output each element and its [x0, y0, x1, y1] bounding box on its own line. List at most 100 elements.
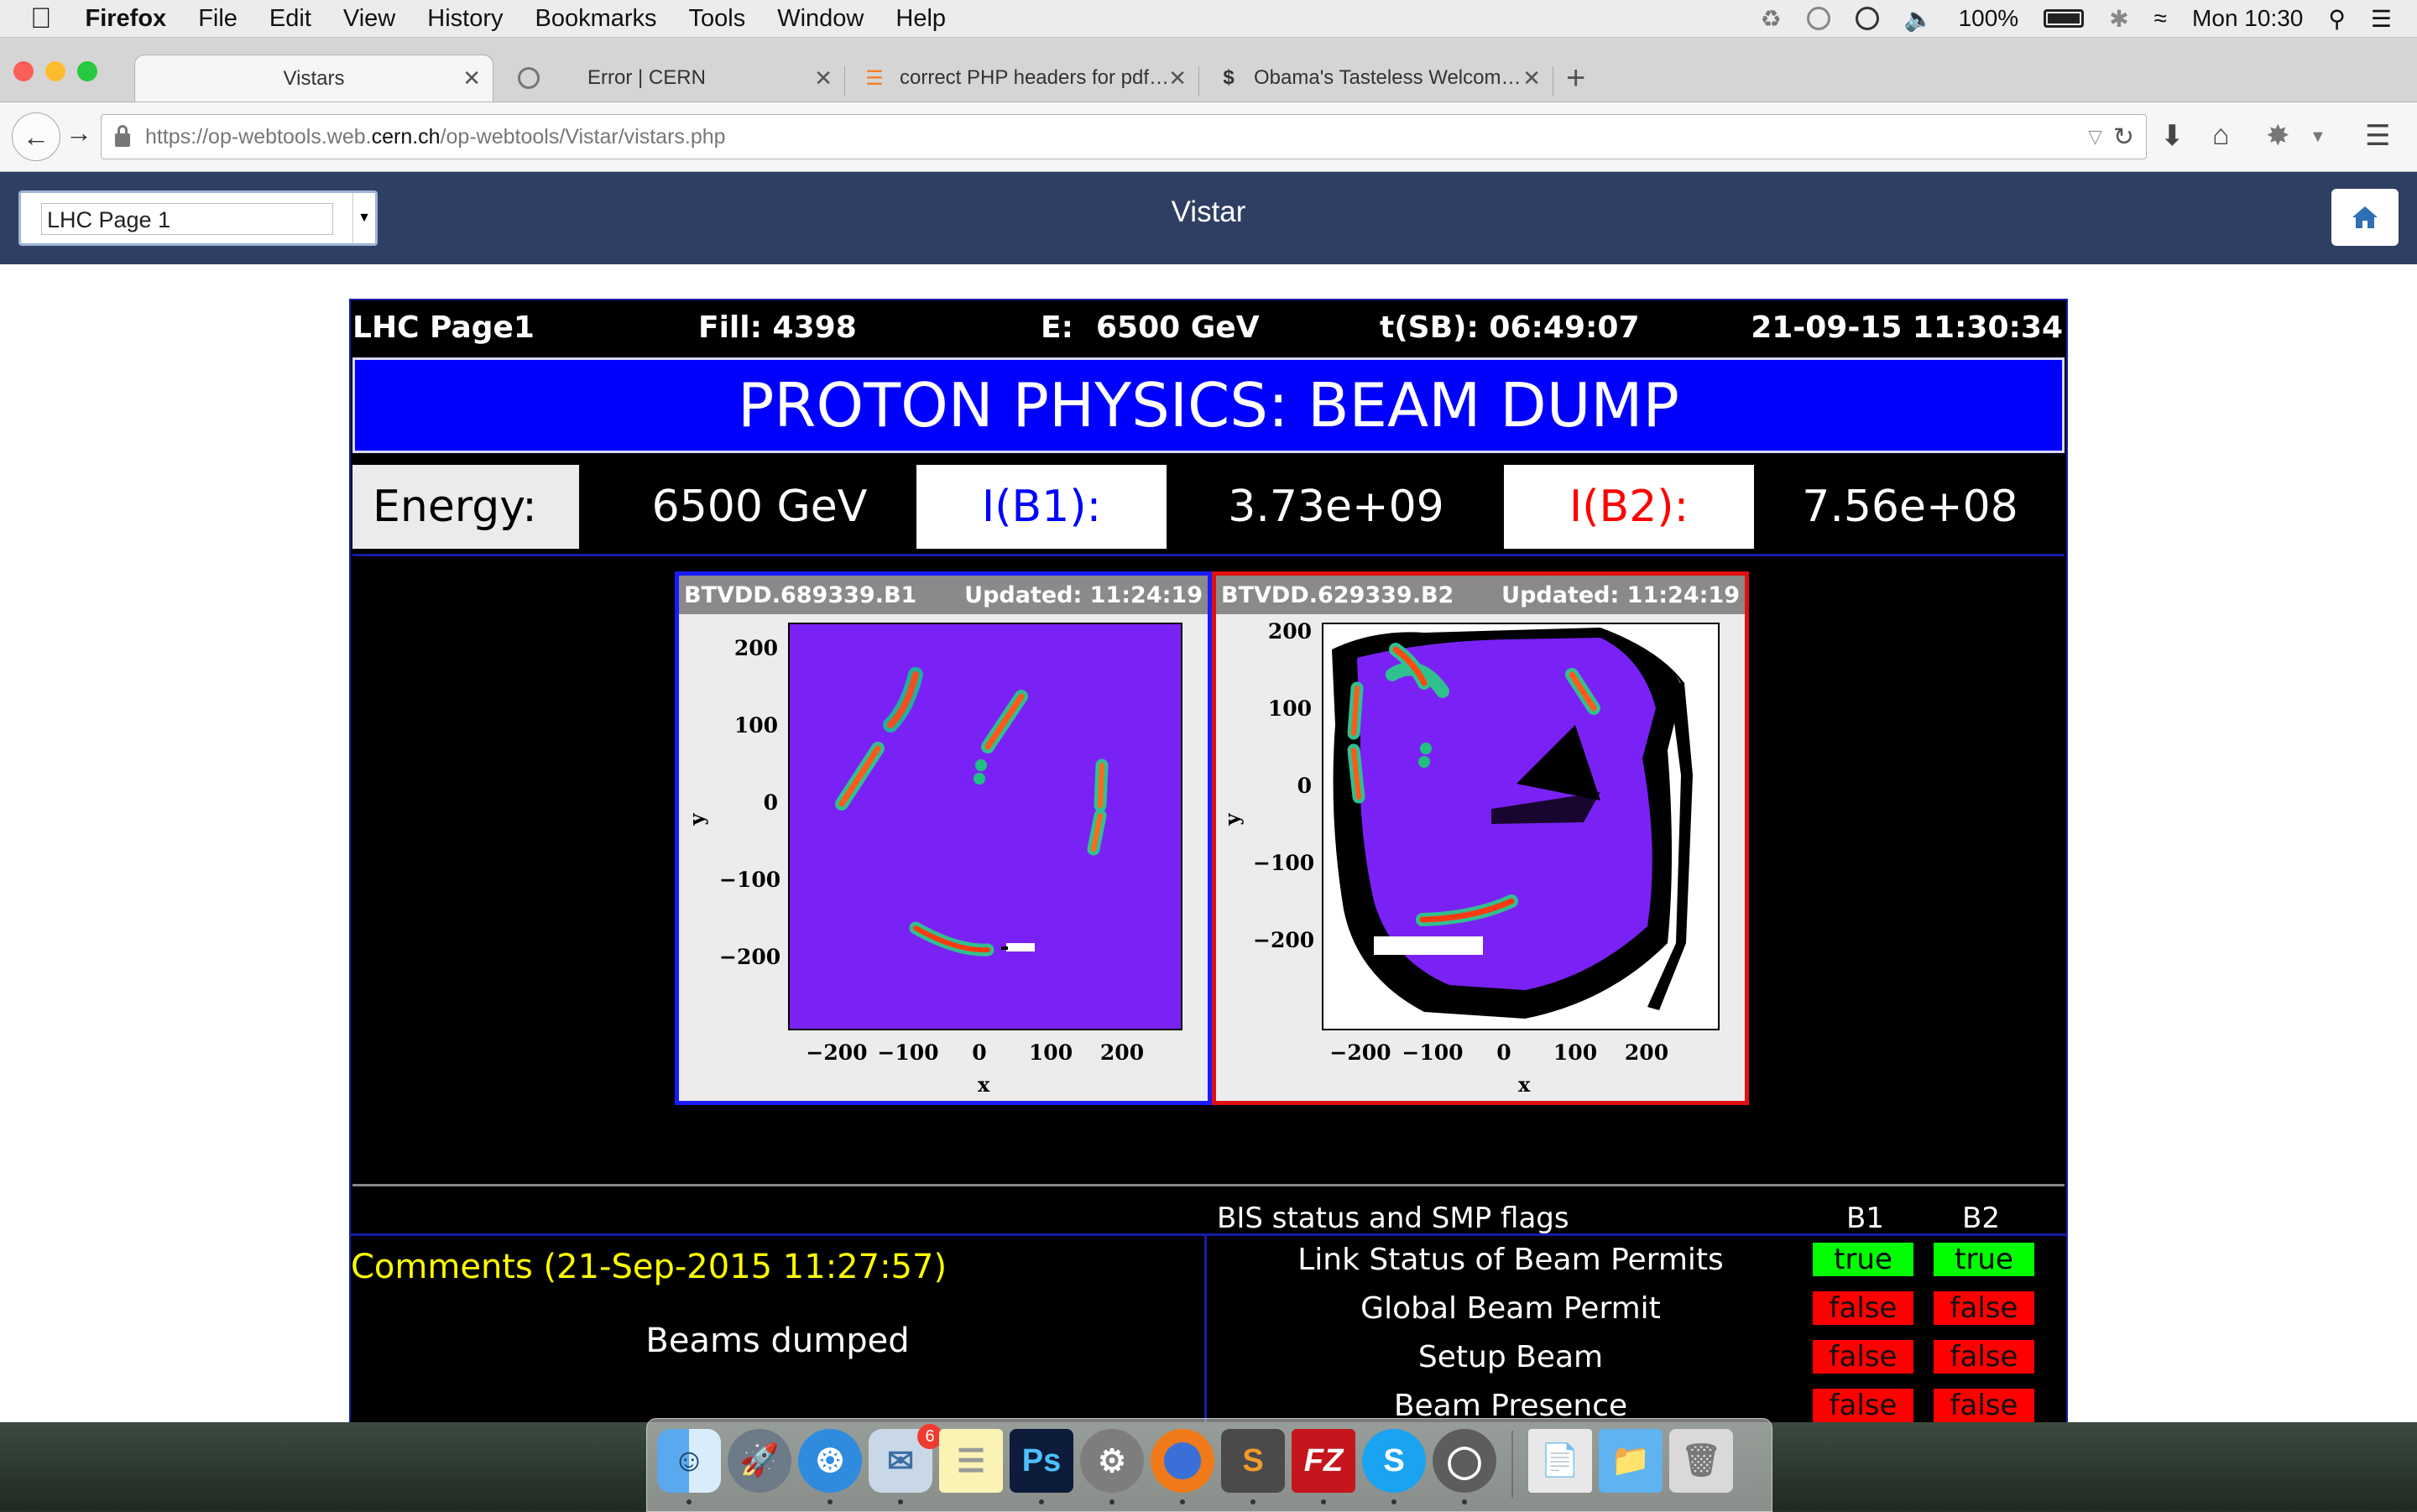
comments-text: Beams dumped	[645, 1322, 910, 1360]
zoom-window-button[interactable]	[77, 61, 97, 81]
close-window-button[interactable]	[13, 61, 34, 81]
tab-vistars[interactable]: Vistars ✕	[134, 55, 493, 102]
y-tick-label: 100	[1267, 696, 1312, 721]
running-indicator	[1109, 1499, 1115, 1504]
documents-icon[interactable]: 📄	[1528, 1429, 1592, 1493]
close-tab-icon[interactable]: ✕	[462, 65, 481, 91]
flag-b1: true	[1813, 1243, 1913, 1276]
vistar-page-select[interactable]: LHC Page 1 ▼	[18, 190, 378, 246]
macos-dock: ☺ 🚀 ❂ ✉ 6 ☰ Ps ⚙ S FZ S ◯ 📄 📁 🗑	[646, 1418, 1772, 1512]
ib1-label: I(B1):	[916, 465, 1167, 549]
sequel-pro-icon[interactable]: ◯	[1433, 1429, 1496, 1493]
x-tick-label: −100	[1402, 1040, 1464, 1065]
flag-b2: false	[1934, 1389, 2034, 1422]
tab-error-cern[interactable]: Error | CERN ✕	[500, 55, 844, 102]
y-tick-label: −100	[719, 868, 781, 892]
macos-menubar:  Firefox File Edit View History Bookmar…	[0, 0, 2417, 38]
status-x-icon[interactable]	[1806, 7, 1830, 30]
beam-image-plot	[788, 623, 1182, 1030]
bis-row-beam-presence: Beam Presence false false	[1208, 1382, 2065, 1422]
dock-divider	[1511, 1431, 1513, 1498]
minimize-window-button[interactable]	[45, 61, 65, 81]
bis-header: BIS status and SMP flags B1 B2	[351, 1188, 2066, 1247]
back-button[interactable]: ←	[12, 112, 60, 161]
sublime-text-icon[interactable]: S	[1221, 1429, 1285, 1493]
bis-row-setup-beam: Setup Beam false false	[1208, 1333, 2065, 1382]
url-bar[interactable]: https://op-webtools.web. cern.ch/op-webto…	[101, 114, 2147, 159]
menu-app-firefox[interactable]: Firefox	[64, 4, 167, 32]
menu-file[interactable]: File	[176, 4, 238, 32]
close-tab-icon[interactable]: ✕	[1168, 65, 1187, 91]
close-tab-icon[interactable]: ✕	[1522, 65, 1541, 91]
x-axis-label: x	[978, 1072, 990, 1097]
battery-icon[interactable]	[2044, 9, 2085, 28]
clock[interactable]: Mon 10:30	[2192, 5, 2304, 31]
tab-title: Vistars	[283, 66, 345, 90]
bis-row-label: Beam Presence	[1393, 1389, 1628, 1422]
dollar-favicon-icon: $	[1223, 66, 1235, 89]
new-tab-button[interactable]: +	[1566, 60, 1586, 96]
beam-image-plot	[1322, 623, 1720, 1030]
vistar-title: Vistar	[1171, 196, 1246, 228]
menu-help[interactable]: Help	[874, 4, 946, 32]
skype-icon[interactable]: S	[1362, 1429, 1426, 1493]
spotlight-search-icon[interactable]: ⚲	[2328, 5, 2346, 32]
tab-stackoverflow[interactable]: ☰ correct PHP headers for pdf… ✕	[846, 55, 1198, 102]
downloads-icon[interactable]: ⬇	[2160, 120, 2185, 152]
flag-b2: false	[1934, 1291, 2034, 1325]
bis-row-global-beam-permit: Global Beam Permit false false	[1208, 1285, 2065, 1333]
y-tick-label: 0	[763, 790, 778, 815]
status-a-icon[interactable]	[1855, 7, 1879, 30]
vistar-lhc-panel: LHC Page1 Fill: 4398 E: 6500 GeV t(SB): …	[349, 299, 2068, 1422]
chevron-down-icon[interactable]: ▼	[352, 193, 375, 243]
firefox-icon[interactable]	[1151, 1429, 1214, 1493]
battery-percent: 100%	[1958, 5, 2019, 31]
safari-icon[interactable]: ❂	[798, 1429, 862, 1493]
menu-view[interactable]: View	[321, 4, 395, 32]
notes-icon[interactable]: ☰	[939, 1429, 1003, 1493]
launchpad-icon[interactable]: 🚀	[728, 1429, 791, 1493]
menu-window[interactable]: Window	[755, 4, 864, 32]
finder-icon[interactable]: ☺	[657, 1429, 721, 1493]
beam-profile-image	[1323, 624, 1720, 1029]
addon-dropdown-icon[interactable]: ▼	[2310, 128, 2326, 146]
system-preferences-icon[interactable]: ⚙	[1080, 1429, 1144, 1493]
volume-icon[interactable]: 🔈	[1903, 5, 1934, 32]
close-tab-icon[interactable]: ✕	[814, 65, 833, 91]
downloads-folder-icon[interactable]: 📁	[1599, 1429, 1663, 1493]
camera-name: BTVDD.689339.B1	[684, 582, 917, 608]
camera-header: BTVDD.689339.B1 Updated: 11:24:19	[679, 576, 1208, 614]
tab-obama-article[interactable]: $ Obama's Tasteless Welcom… ✕	[1200, 55, 1553, 102]
menu-tools[interactable]: Tools	[667, 4, 746, 32]
menu-history[interactable]: History	[405, 4, 503, 32]
running-indicator	[827, 1499, 833, 1504]
home-icon[interactable]: ⌂	[2212, 119, 2230, 151]
addon-icon[interactable]: ✸	[2266, 120, 2290, 152]
wifi-icon[interactable]: ≈	[2153, 5, 2168, 31]
notification-center-icon[interactable]: ☰	[2370, 5, 2392, 32]
hamburger-menu-icon[interactable]: ☰	[2365, 120, 2391, 152]
menu-edit[interactable]: Edit	[248, 4, 311, 32]
trash-icon[interactable]: 🗑	[1669, 1429, 1733, 1493]
running-indicator	[1321, 1499, 1326, 1504]
filezilla-icon[interactable]: FZ	[1292, 1429, 1355, 1493]
photoshop-icon[interactable]: Ps	[1010, 1429, 1073, 1493]
mail-icon[interactable]: ✉	[869, 1429, 932, 1493]
bis-col-b2: B2	[1962, 1202, 2000, 1235]
reload-icon[interactable]: ↻	[2112, 123, 2134, 151]
screen-image-b1: BTVDD.689339.B1 Updated: 11:24:19	[675, 571, 1212, 1105]
vistar-home-button[interactable]	[2331, 189, 2399, 246]
apple-menu-icon[interactable]: 	[30, 3, 52, 35]
stackoverflow-favicon-icon: ☰	[865, 66, 884, 90]
energy-label: E:	[1041, 310, 1073, 345]
vistar-header-bar: LHC Page 1 ▼ Vistar	[0, 172, 2417, 264]
url-history-dropdown-icon[interactable]: ▽	[2088, 126, 2102, 147]
timemachine-icon[interactable]: ♻	[1760, 5, 1782, 32]
tab-separator	[1198, 66, 1199, 96]
url-host: cern.ch	[371, 124, 441, 149]
bluetooth-icon[interactable]: ✱	[2109, 5, 2129, 32]
fill-number: Fill: 4398	[698, 310, 857, 345]
forward-button[interactable]: →	[65, 117, 92, 148]
menu-bookmarks[interactable]: Bookmarks	[513, 4, 656, 32]
comments-title: Comments (21-Sep-2015 11:27:57)	[351, 1248, 947, 1286]
